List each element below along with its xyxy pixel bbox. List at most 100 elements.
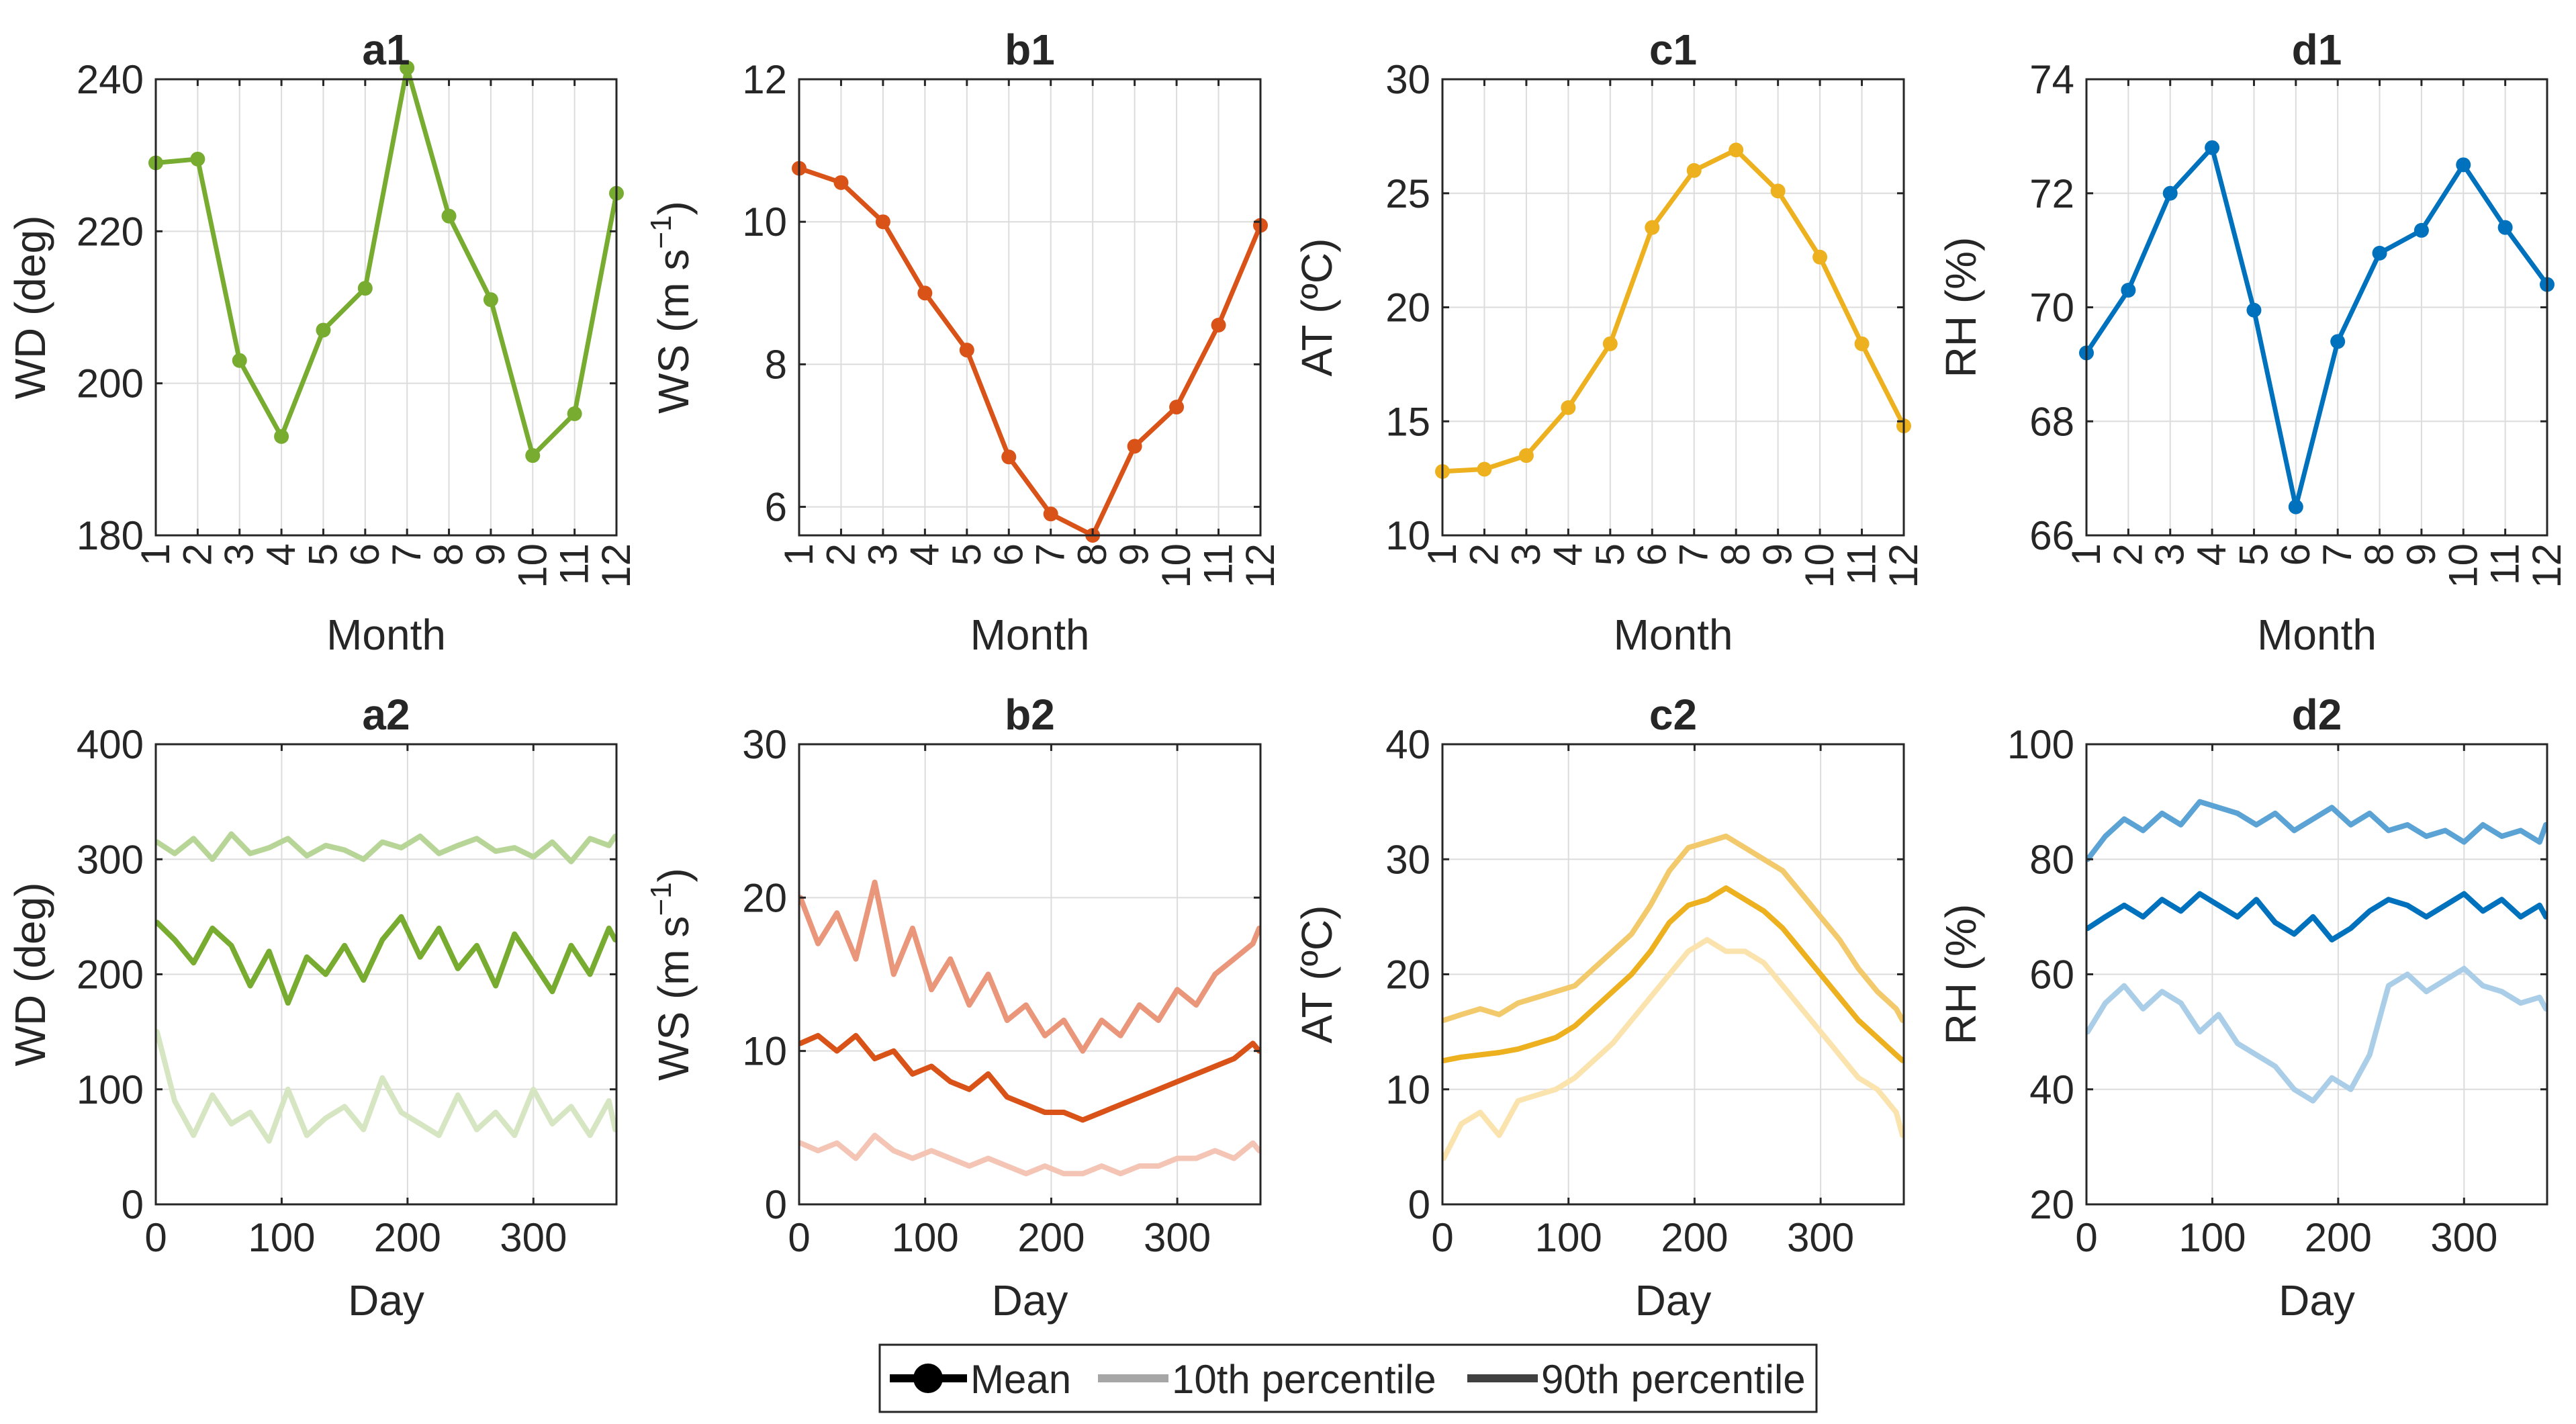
data-point-d1-7 [2330,334,2346,349]
y-axis-label-b2: WS (m s−1) [645,868,698,1081]
series-line-mean-a1 [156,66,616,458]
data-point-d1-8 [2372,245,2387,261]
x-tick-label: 4 [2189,543,2234,566]
plot-area-d2 [2086,799,2547,1104]
panel-b2: 0 100 200 300 0 10 20 30 b2 Day WS (m s−1) [645,691,1262,1325]
panel-title-d1: d1 [2292,26,2342,74]
x-tick-label: 8 [2357,543,2402,566]
x-tick-label: 5 [2231,543,2276,566]
x-tick-label: 12 [594,543,639,588]
data-point-d1-5 [2246,302,2262,318]
data-point-a1-5 [316,322,331,338]
series-line-mean-d1 [2086,145,2547,510]
data-point-a1-2 [190,151,205,167]
y-axis-label-a1: WD (deg) [6,216,54,400]
y-tick-label: 40 [2029,1067,2074,1112]
x-tick-label: 7 [2315,543,2360,566]
y-tick-label: 68 [2029,399,2074,444]
y-axis-label-c2: AT (ºC) [1293,905,1341,1044]
x-tick-label: 200 [2305,1215,2372,1260]
data-point-d1-2 [2121,283,2136,298]
y-tick-label: 10 [742,199,787,244]
y-tick-label: 30 [1385,837,1430,882]
y-tick-label: 80 [2029,837,2074,882]
x-tick-label: 6 [986,543,1031,566]
y-tick-label: 200 [77,361,144,406]
x-tick-label: 100 [2178,1215,2246,1260]
y-axis-label-a2: WD (deg) [6,883,54,1067]
data-point-c1-3 [1518,448,1534,463]
series-line-mean-b2 [799,1032,1260,1123]
x-axis-label-d2: Day [2279,1276,2355,1325]
x-tick-label: 6 [1629,543,1674,566]
series-line-10th-percentile-d2 [2086,965,2547,1104]
x-tick-label: 2 [2105,543,2150,566]
series-line-mean-a2 [156,914,616,1006]
x-tick-label: 8 [1713,543,1758,566]
x-axis-label-b2: Day [992,1276,1068,1325]
y-tick-label: 10 [742,1029,787,1074]
data-point-b1-7 [1043,506,1058,522]
panel-title-b1: b1 [1005,26,1055,74]
x-tick-label: 8 [426,543,471,566]
data-point-b1-11 [1211,318,1226,333]
x-tick-label: 4 [259,543,304,566]
x-tick-label: 3 [217,543,262,566]
x-tick-label: 7 [1671,543,1716,566]
data-point-d1-6 [2288,499,2303,515]
data-point-d1-9 [2413,222,2429,238]
series-line-mean-d2 [2086,891,2547,943]
panel-title-a2: a2 [362,691,410,739]
axes-box-b1 [798,78,1262,537]
series-line-90th-percentile-b2 [799,879,1260,1054]
y-tick-label: 30 [742,722,787,767]
y-tick-label: 74 [2029,57,2074,102]
legend-label-p10: 10th percentile [1172,1357,1436,1402]
data-point-a1-11 [567,406,582,421]
data-point-a1-8 [441,208,457,224]
panel-c2: 0 100 200 300 0 10 20 30 40 c2 Day AT (ºC) [1293,691,1905,1325]
plot-area-b1 [799,166,1260,538]
panel-title-d2: d2 [2292,691,2342,739]
x-tick-label: 9 [2399,543,2444,566]
x-tick-label: 0 [144,1215,167,1260]
panel-a2: 0 100 200 300 0 100 200 300 400 a2 Day WD (deg) [6,691,618,1325]
y-tick-label: 12 [742,57,787,102]
plot-area-a2 [156,831,616,1144]
x-tick-label: 0 [788,1215,810,1260]
plot-area-d1 [2086,145,2547,510]
x-tick-label: 3 [1504,543,1549,566]
x-tick-label: 5 [1588,543,1632,566]
x-tick-label: 7 [384,543,429,566]
y-tick-label: 100 [77,1067,144,1112]
y-tick-label: 20 [1385,285,1430,330]
series-line-90th-percentile-d2 [2086,799,2547,862]
y-axis-label-c1: AT (ºC) [1293,238,1341,377]
y-tick-label: 0 [765,1182,787,1227]
x-axis-label-c2: Day [1635,1276,1712,1325]
x-tick-label: 11 [1839,543,1884,585]
x-tick-label: 100 [892,1215,959,1260]
x-tick-label: 12 [2524,543,2569,588]
y-tick-label: 10 [1385,1067,1430,1112]
x-tick-label: 10 [1154,543,1199,588]
series-line-10th-percentile-c2 [1442,937,1904,1161]
x-tick-label: 5 [300,543,345,566]
data-point-a1-6 [357,281,373,296]
x-tick-label: 10 [2440,543,2485,588]
y-tick-label: 20 [1385,952,1430,997]
x-tick-label: 1 [776,543,821,566]
x-axis-label-c1: Month [1614,611,1733,659]
series-line-90th-percentile-c2 [1442,834,1904,1023]
y-tick-label: 0 [1408,1182,1430,1227]
x-tick-label: 1 [1420,543,1465,566]
axes-box-b2 [798,743,1262,1206]
x-tick-label: 10 [510,543,555,588]
data-point-d1-10 [2456,157,2471,173]
data-point-a1-3 [232,353,247,368]
y-tick-label: 300 [77,837,144,882]
y-tick-label: 60 [2029,952,2074,997]
